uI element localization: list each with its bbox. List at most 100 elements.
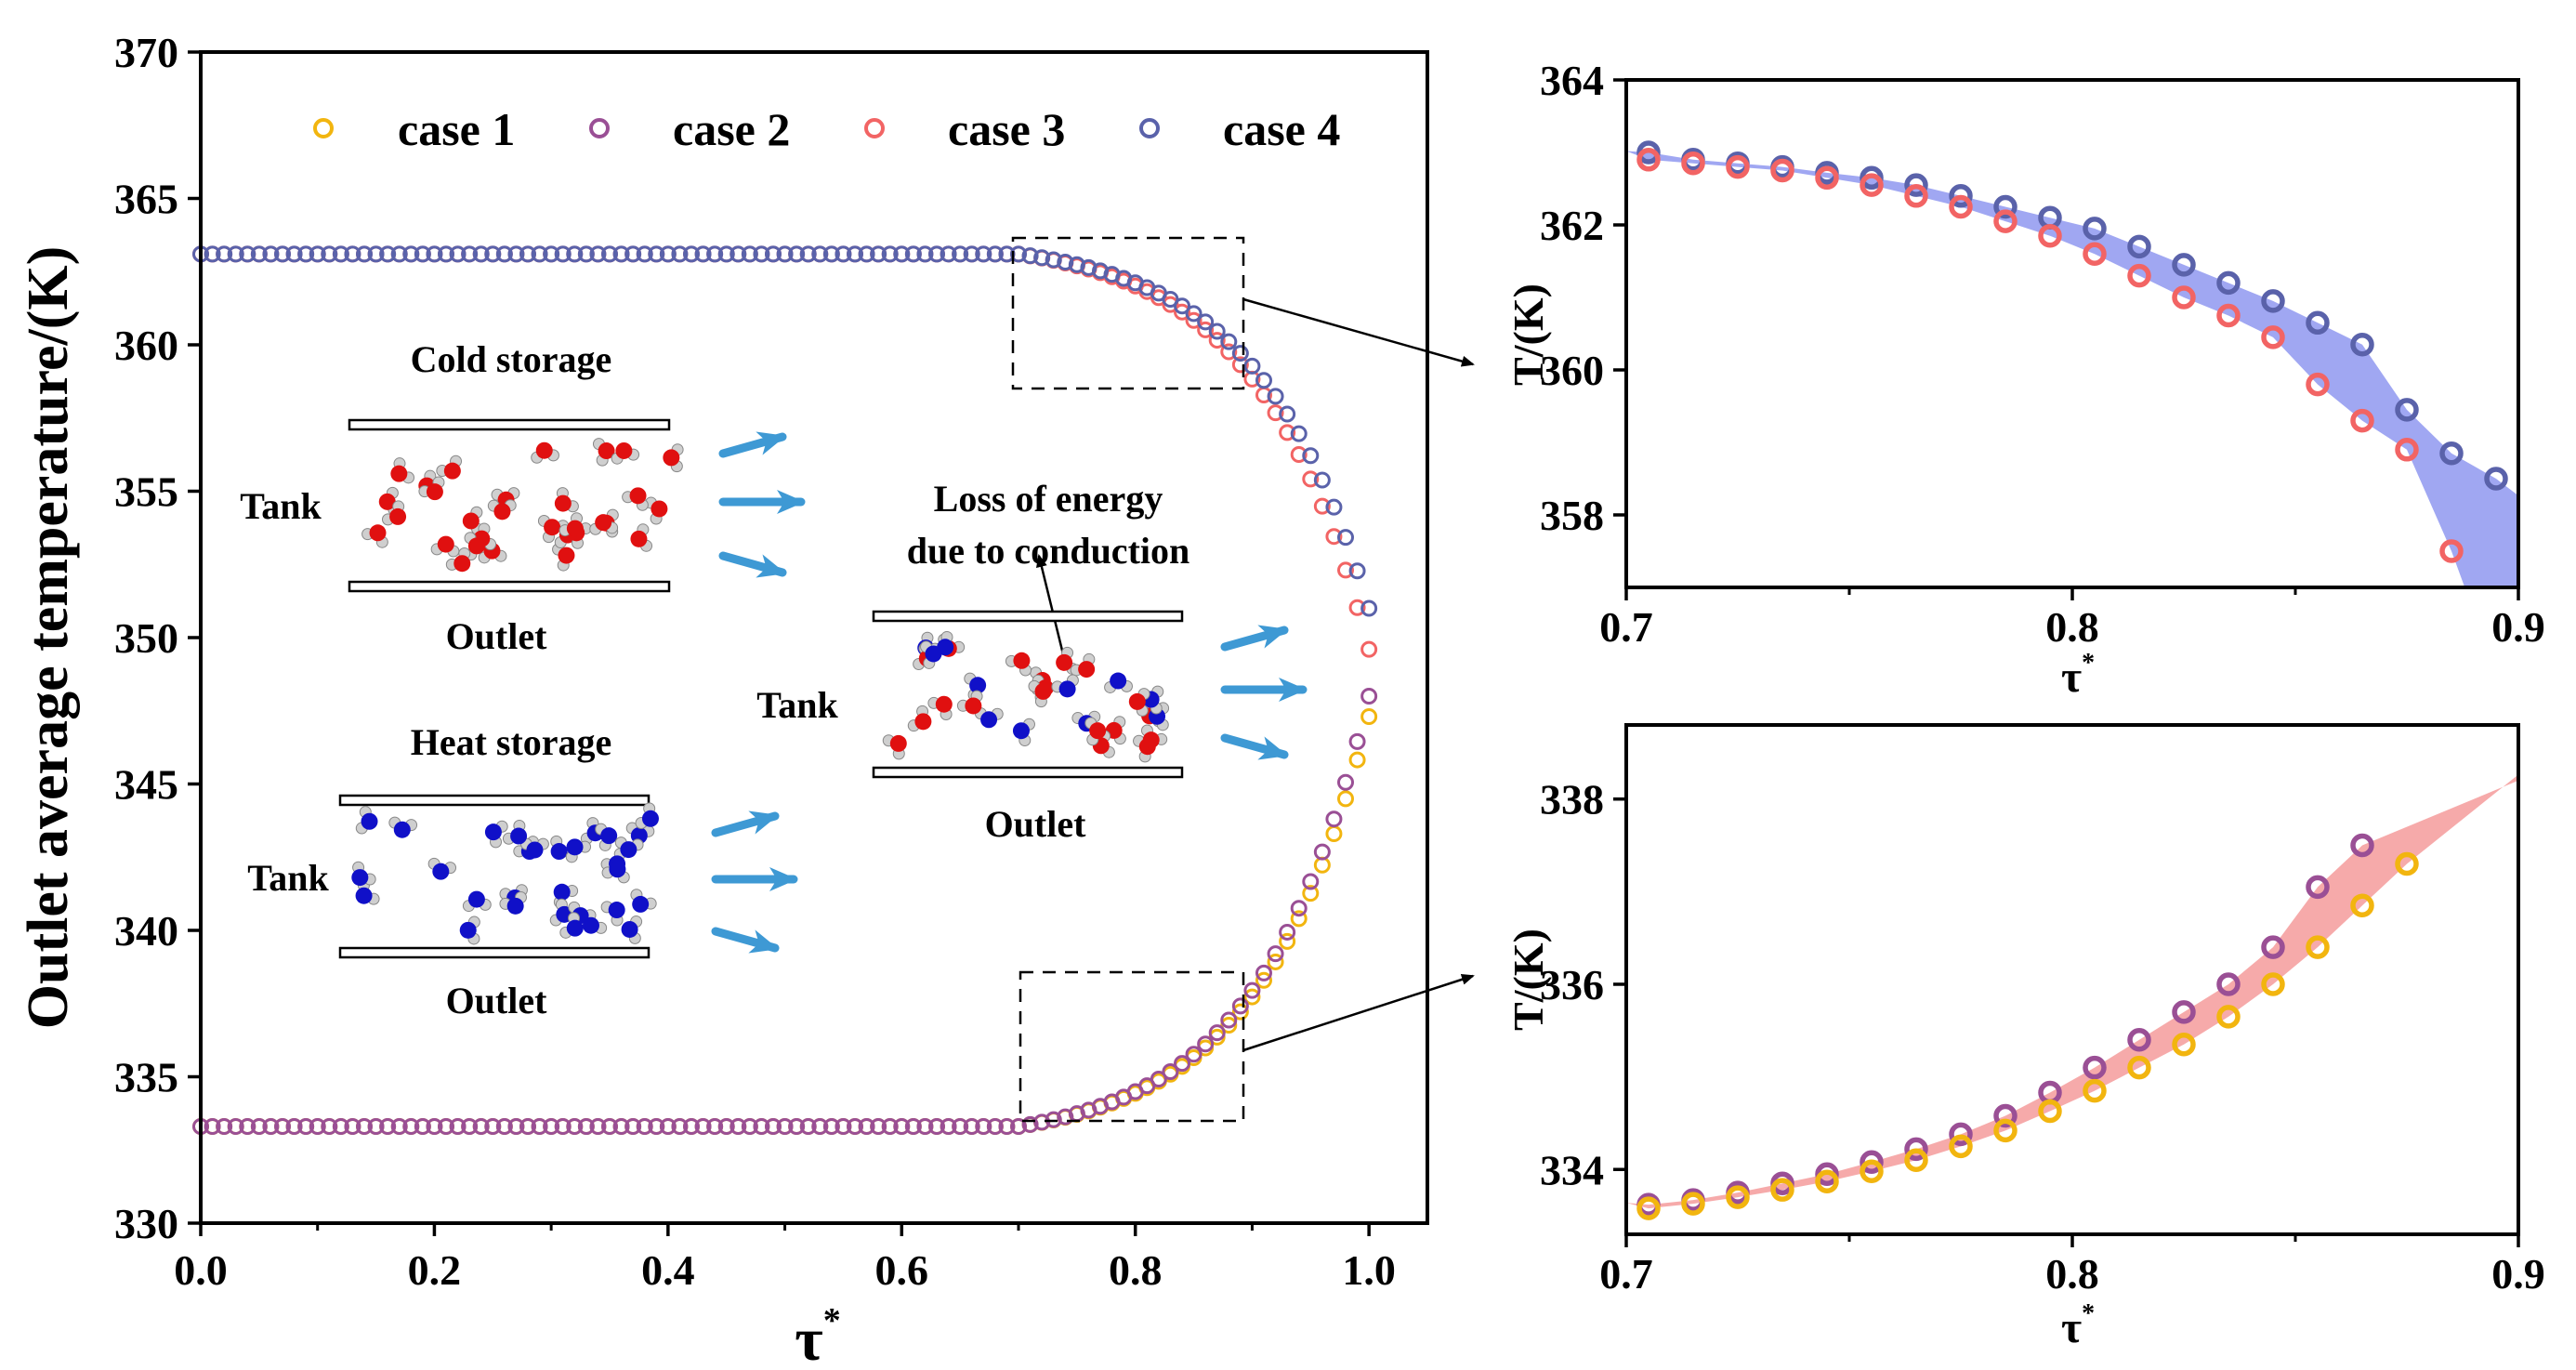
data-point-case2 [706, 1118, 724, 1136]
data-point-case2 [484, 1118, 502, 1136]
data-point-case4 [1279, 405, 1296, 423]
water-molecule [645, 496, 668, 525]
main-chart: 0.0 0.2 0.4 0.6 0.8 1.0 330 335 340 345 350 355 360… [17, 29, 1475, 1370]
data-point-case4 [1313, 471, 1331, 489]
data-point-case1 [1325, 824, 1343, 842]
data-point-case4 [297, 245, 315, 263]
data-point-case2 [1243, 981, 1261, 999]
water-molecule [907, 705, 932, 732]
data-point-case1 [1231, 1003, 1249, 1021]
data-point-case4 [2350, 332, 2374, 357]
data-point-case2 [344, 1118, 361, 1136]
data-point-case1 [2083, 1078, 2107, 1103]
data-point-case4 [741, 245, 758, 263]
data-point-case2 [531, 1118, 548, 1136]
data-point-case2 [402, 1118, 420, 1136]
data-point-case4 [344, 245, 361, 263]
data-point-case1 [1904, 1148, 1928, 1173]
data-point-case4 [216, 245, 233, 263]
data-point-case2 [847, 1118, 863, 1136]
legend-marker-case4 [1139, 118, 1160, 138]
y-tick-label: 338 [1540, 776, 1604, 823]
data-point-case2 [1313, 843, 1331, 861]
data-point-case2 [1010, 1118, 1027, 1136]
data-point-case3 [2216, 303, 2241, 328]
water-molecule [502, 820, 528, 845]
data-point-case2 [776, 1118, 794, 1136]
data-point-case3 [1220, 343, 1238, 361]
data-point-case1 [1860, 1159, 1884, 1183]
water-molecule [390, 457, 415, 484]
inset-top-chart: 0.7 0.8 0.9 358 360 362 364 T/(K) τ* [1505, 57, 2545, 702]
data-point-case4 [706, 245, 724, 263]
legend-label-case1: case 1 [398, 103, 515, 155]
data-point-case2 [612, 1118, 630, 1136]
data-point-case1 [1348, 751, 1366, 769]
x-tick-label: 0.7 [1599, 603, 1653, 651]
inset-bottom-chart: 0.7 0.8 0.9 334 336 338 T/(K) τ* [1505, 723, 2545, 1352]
data-point-case3 [2395, 438, 2419, 462]
inset-top-band [1626, 151, 2518, 587]
inset-top-y-axis-title: T/(K) [1505, 283, 1552, 386]
water-molecule [1070, 652, 1096, 678]
x-tick-label: 0.9 [2491, 603, 2545, 651]
water-molecule [589, 514, 619, 535]
data-point-case2 [1231, 997, 1249, 1015]
data-point-case4 [1904, 173, 1928, 197]
data-point-case2 [379, 1118, 397, 1136]
data-point-case2 [1325, 810, 1343, 828]
data-point-case2 [601, 1118, 618, 1136]
water-molecule [622, 487, 649, 511]
data-point-case3 [1860, 173, 1884, 197]
data-point-case3 [2127, 263, 2151, 288]
data-point-case2 [788, 1118, 806, 1136]
data-point-case2 [1360, 688, 1378, 705]
data-point-case2 [952, 1118, 969, 1136]
water-molecule [487, 499, 517, 520]
data-point-case2 [589, 1118, 607, 1136]
water-molecule [611, 441, 640, 465]
data-point-case2 [426, 1118, 443, 1136]
x-tick-label: 0.2 [408, 1246, 462, 1294]
data-point-case2 [893, 1118, 911, 1136]
data-point-case1 [2216, 1005, 2241, 1029]
data-point-case2 [356, 1118, 373, 1136]
data-point-case4 [566, 245, 584, 263]
data-point-case4 [402, 245, 420, 263]
data-point-case2 [729, 1118, 747, 1136]
data-point-case1 [2395, 851, 2419, 876]
data-point-case4 [952, 245, 969, 263]
data-point-case3 [1360, 640, 1378, 658]
data-point-case2 [1279, 923, 1296, 941]
loss-energy-label-line2: due to conduction [907, 530, 1190, 572]
data-point-case1 [1255, 971, 1272, 989]
data-point-case4 [624, 245, 642, 263]
y-tick-label: 360 [114, 322, 178, 369]
data-point-case2 [239, 1118, 256, 1136]
legend-label-case3: case 3 [948, 103, 1065, 155]
water-molecule [956, 690, 983, 715]
data-point-case1 [1243, 988, 1261, 1006]
water-molecule [920, 640, 942, 669]
legend-marker-case3 [864, 118, 885, 138]
data-point-case2 [1150, 1070, 1167, 1087]
data-point-case3 [1904, 184, 1928, 208]
water-molecule [1005, 652, 1032, 677]
tank-heat-storage [338, 794, 651, 959]
y-tick-label: 370 [114, 29, 178, 76]
outlet-label-cold: Outlet [446, 615, 548, 657]
data-point-case4 [543, 245, 560, 263]
water-molecule [484, 820, 508, 849]
data-point-case2 [659, 1118, 677, 1136]
data-point-case4 [963, 245, 980, 263]
water-molecule [595, 823, 618, 851]
data-point-case2 [414, 1118, 431, 1136]
data-point-case2 [543, 1118, 560, 1136]
data-point-case4 [472, 245, 490, 263]
data-point-case2 [461, 1118, 479, 1136]
data-point-case4 [309, 245, 326, 263]
main-data-points [192, 245, 1378, 1136]
data-point-case4 [1231, 345, 1249, 362]
inset-bottom-x-axis: 0.7 0.8 0.9 [1599, 1234, 2545, 1298]
data-point-case3 [1636, 148, 1661, 172]
